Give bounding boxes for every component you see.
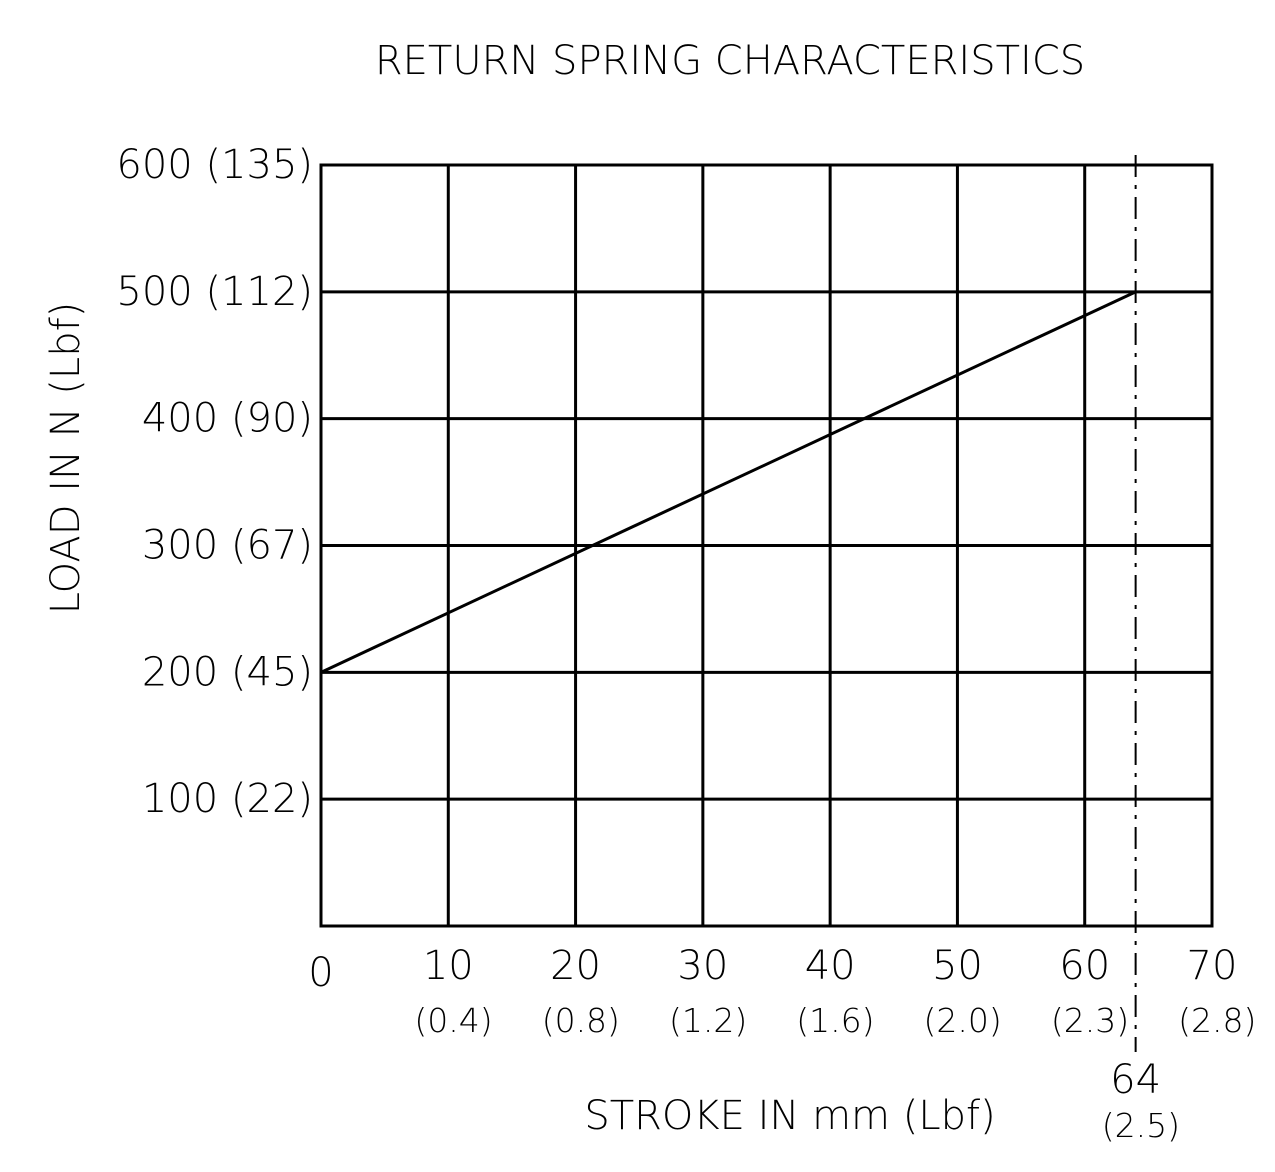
plot-frame (319, 163, 1214, 928)
data-line (320, 290, 1137, 674)
y-tick-label: 400 (90) (142, 396, 313, 442)
y-tick-label: 200 (45) (142, 649, 313, 695)
y-tick-label: 300 (67) (142, 523, 313, 569)
x-tick-label: 30 (1.2) (658, 943, 747, 1040)
y-tick-label: 600 (135) (116, 142, 313, 188)
reference-label: 64 (2.5) (1091, 1057, 1180, 1145)
x-tick-label: 60 (2.3) (1040, 943, 1129, 1040)
y-axis-label: LOAD IN N (Lbf) (43, 302, 89, 615)
x-tick-label: 10 (0.4) (404, 943, 493, 1040)
x-tick-label: 40 (1.6) (786, 943, 875, 1040)
chart-title: RETURN SPRING CHARACTERISTICS (375, 38, 1085, 84)
x-tick-label: 70 (2.8) (1168, 943, 1257, 1040)
y-tick-label: 500 (112) (116, 269, 313, 315)
x-tick-label: 20 (0.8) (531, 943, 620, 1040)
x-tick-label: 50 (2.0) (913, 943, 1002, 1040)
x-axis-label: STROKE IN mm (Lbf) (584, 1093, 995, 1139)
x-tick-label: 0 (308, 950, 333, 996)
y-tick-label: 100 (22) (142, 776, 313, 822)
